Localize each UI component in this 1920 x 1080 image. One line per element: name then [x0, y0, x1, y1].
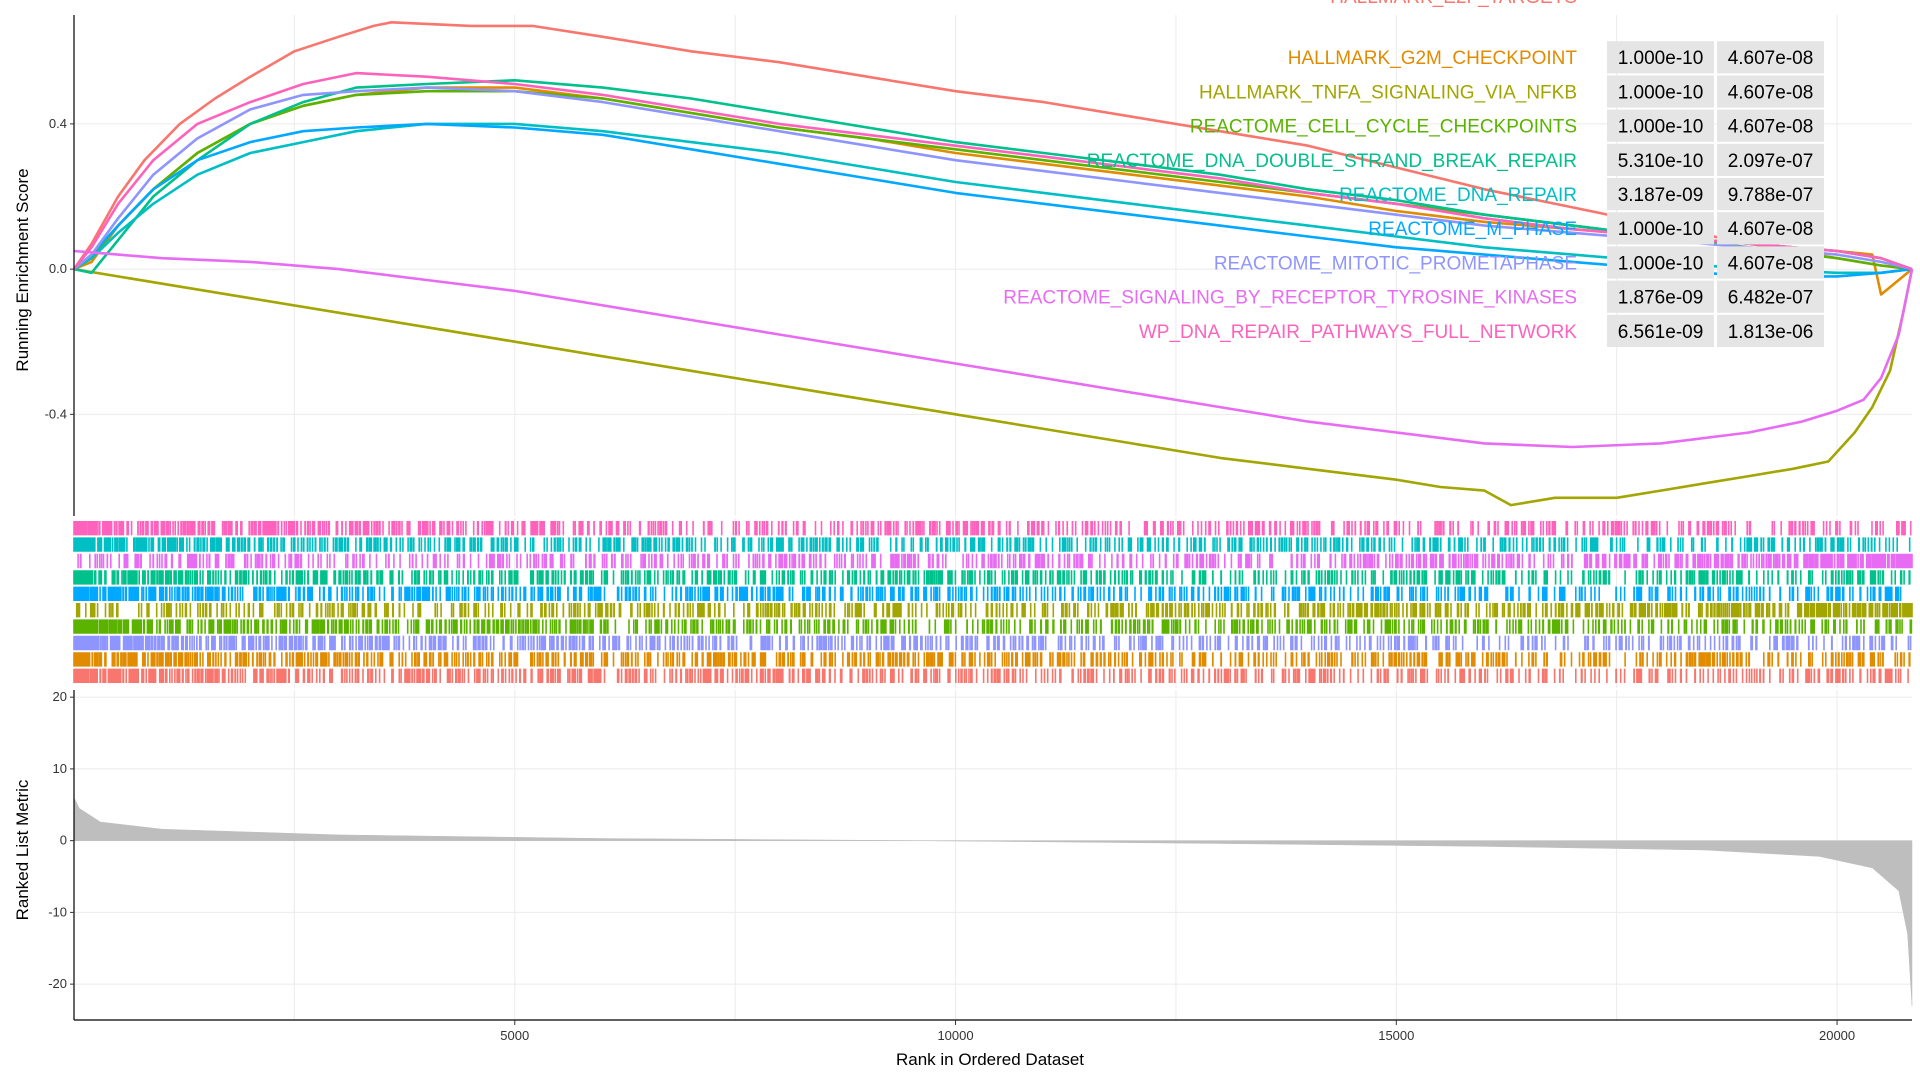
table-gene-set-name: REACTOME_MITOTIC_PROMETAPHASE: [1214, 253, 1577, 274]
hit-row-hallmark-tnfa-signaling-via-nfkb: [75, 603, 1913, 618]
table-padj: 4.607e-08: [1728, 117, 1814, 138]
table-pvalue: 1.000e-10: [1618, 82, 1704, 103]
table-padj: 1.813e-06: [1728, 322, 1814, 343]
metric-y-tick-label: -10: [48, 904, 67, 919]
table-cell-p: [1607, 314, 1714, 347]
enrichment-score-panel: HALLMARK_E2F_TARGETS 1.000e-10 4.607e-08 HA…: [13, 0, 1914, 516]
table-cell-padj: [1717, 212, 1824, 245]
es-y-tick-label: 0.0: [49, 261, 67, 276]
enrichment-y-axis-label: Running Enrichment Score: [13, 168, 32, 371]
table-cell-padj: [1717, 41, 1824, 74]
es-y-tick-label: -0.4: [45, 406, 67, 421]
hit-row-reactome-m-phase: [73, 586, 1902, 601]
hit-row-reactome-dna-repair: [73, 537, 1911, 552]
hit-row-reactome-cell-cycle-checkpoints: [73, 619, 1913, 634]
metric-axes: -20 -10 0 10 20 5000 10000 15000 20000: [48, 689, 1912, 1043]
table-pvalue: 1.000e-10: [1618, 219, 1704, 240]
table-cell-padj: [1717, 280, 1824, 313]
enrichment-axes: -0.4 0.0 0.4: [45, 15, 75, 516]
table-padj: 9.788e-07: [1728, 185, 1814, 206]
table-cell-padj: [1717, 143, 1824, 176]
table-padj: 4.607e-08: [1728, 253, 1814, 274]
hits-marks: [73, 521, 1913, 683]
table-cell-p: [1607, 212, 1714, 245]
table-gene-set-name: HALLMARK_TNFA_SIGNALING_VIA_NFKB: [1199, 82, 1577, 103]
table-cell-p: [1607, 178, 1714, 211]
metric-y-axis-label: Ranked List Metric: [13, 779, 32, 920]
table-cell-padj: [1717, 314, 1824, 347]
table-pvalue: 1.876e-09: [1618, 288, 1704, 309]
hit-row-hallmark-e2f-targets: [73, 668, 1909, 683]
table-cell-p: [1607, 109, 1714, 142]
table-pvalue: 1.000e-10: [1618, 117, 1704, 138]
metric-y-tick-label: 0: [60, 833, 67, 848]
hit-row-reactome-dna-double-strand-break-repair: [73, 570, 1911, 585]
es-line-reactome-signaling-by-receptor-tyrosine-kinases: [73, 249, 1914, 449]
gene-set-table: HALLMARK_E2F_TARGETS 1.000e-10 4.607e-08 HA…: [1003, 0, 1824, 347]
metric-y-tick-label: -20: [48, 976, 67, 991]
es-line-hallmark-tnfa-signaling-via-nfkb: [73, 267, 1914, 507]
x-tick-label: 20000: [1819, 1028, 1855, 1043]
x-axis-label: Rank in Ordered Dataset: [896, 1050, 1084, 1069]
table-gene-set-name: REACTOME_DNA_DOUBLE_STRAND_BREAK_REPAIR: [1087, 151, 1577, 172]
es-y-tick-label: 0.4: [49, 116, 67, 131]
table-gene-set-name: WP_DNA_REPAIR_PATHWAYS_FULL_NETWORK: [1139, 322, 1577, 343]
table-cell-p: [1607, 143, 1714, 176]
table-cell-p: [1607, 75, 1714, 108]
table-cell-p: [1607, 280, 1714, 313]
es-line-hallmark-e2f-targets: [72, 21, 1913, 271]
hit-row-wp-dna-repair-pathways-full-network: [73, 521, 1912, 536]
table-gene-set-name: HALLMARK_E2F_TARGETS: [1330, 0, 1577, 8]
table-pvalue: 1.000e-10: [1618, 48, 1704, 69]
hit-row-reactome-signaling-by-receptor-tyrosine-kinases: [77, 553, 1913, 569]
table-padj: 6.482e-07: [1728, 288, 1814, 309]
table-gene-set-name: REACTOME_M_PHASE: [1368, 219, 1577, 240]
x-tick-label: 10000: [937, 1028, 973, 1043]
metric-y-tick-label: 10: [53, 761, 67, 776]
table-gene-set-name: REACTOME_SIGNALING_BY_RECEPTOR_TYROSINE_…: [1003, 288, 1577, 309]
table-padj: 4.607e-08: [1728, 82, 1814, 103]
table-padj: 4.607e-08: [1728, 219, 1814, 240]
metric-area: [73, 797, 1913, 1006]
ranked-metric-panel: -20 -10 0 10 20 5000 10000 15000 20000 Ranked Li…: [13, 689, 1913, 1043]
table-pvalue: 6.561e-09: [1618, 322, 1704, 343]
table-pvalue: 1.000e-10: [1618, 253, 1704, 274]
table-gene-set-name: REACTOME_DNA_REPAIR: [1339, 185, 1577, 206]
table-cell-padj: [1717, 178, 1824, 211]
table-padj: 4.607e-08: [1728, 48, 1814, 69]
table-cell-p: [1607, 41, 1714, 74]
hit-row-hallmark-g2m-checkpoint: [73, 652, 1911, 667]
table-pvalue: 3.187e-09: [1618, 185, 1704, 206]
table-cell-padj: [1717, 246, 1824, 279]
x-tick-label: 15000: [1378, 1028, 1414, 1043]
gene-hits-panel: [73, 518, 1913, 688]
enrichment-grid: [74, 15, 1912, 516]
table-cell-padj: [1717, 109, 1824, 142]
table-gene-set-name: HALLMARK_G2M_CHECKPOINT: [1288, 48, 1578, 69]
hit-row-reactome-mitotic-prometaphase: [73, 635, 1912, 651]
table-gene-set-name: REACTOME_CELL_CYCLE_CHECKPOINTS: [1190, 117, 1577, 138]
table-pvalue: 5.310e-10: [1618, 151, 1704, 172]
table-cell-p: [1607, 246, 1714, 279]
metric-y-tick-label: 20: [53, 689, 67, 704]
x-tick-label: 5000: [500, 1028, 529, 1043]
table-padj: 2.097e-07: [1728, 151, 1814, 172]
table-cell-padj: [1717, 75, 1824, 108]
ranked-metric-area: [73, 797, 1913, 1006]
